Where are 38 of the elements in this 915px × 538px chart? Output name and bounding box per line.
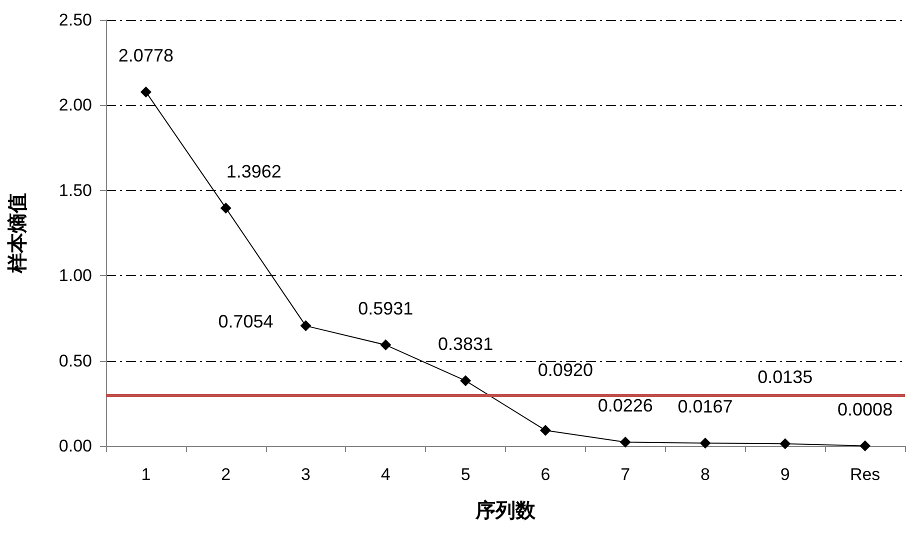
y-tick-label: 1.50	[58, 180, 92, 200]
point	[220, 202, 232, 214]
x-tick-label: 7	[620, 465, 630, 484]
data-label: 0.7054	[218, 311, 274, 332]
x-tick-label: 3	[301, 465, 310, 484]
x-tick-label: 8	[700, 465, 710, 484]
point	[380, 339, 392, 350]
point	[140, 86, 152, 98]
data-label: 0.0167	[678, 396, 733, 417]
x-tick-label: 5	[460, 465, 470, 484]
data-label: 1.3962	[226, 162, 282, 182]
y-tick-label: 0.50	[58, 351, 92, 370]
point	[860, 440, 871, 452]
y-tick-label: 1.00	[58, 266, 92, 286]
data-label: 0.0226	[598, 396, 653, 416]
x-tick-label: Res	[850, 465, 880, 484]
point	[620, 436, 631, 448]
x-axis-title: 序列数	[474, 499, 536, 522]
point	[300, 320, 312, 332]
y-tick-label: 2.50	[58, 10, 92, 30]
data-label: 0.3831	[438, 334, 494, 354]
x-tick-label: 1	[141, 465, 151, 484]
y-axis-title: 样本熵值	[7, 193, 29, 274]
point	[700, 438, 711, 449]
point	[460, 375, 472, 386]
point	[540, 424, 551, 436]
y-tick-label: 0.00	[58, 436, 92, 456]
x-tick-label: 4	[380, 465, 390, 484]
x-tick-label: 6	[540, 465, 550, 484]
data-label: 0.0920	[538, 360, 593, 380]
point	[780, 438, 791, 450]
x-tick-label: 2	[221, 465, 231, 484]
y-tick-label: 2.00	[58, 96, 92, 115]
data-label: 2.0778	[118, 45, 174, 66]
data-label: 0.0008	[838, 399, 893, 420]
data-label: 0.5931	[358, 298, 414, 318]
data-label: 0.0135	[758, 367, 813, 388]
x-tick-label: 9	[780, 465, 790, 484]
